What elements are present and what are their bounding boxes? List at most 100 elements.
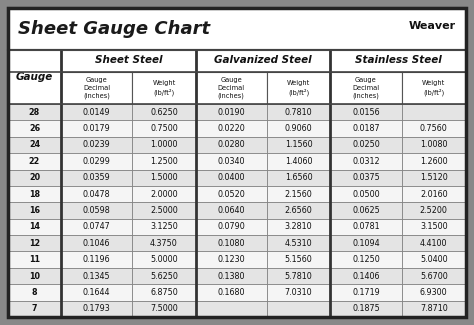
- Text: 0.6250: 0.6250: [150, 108, 178, 117]
- Text: 1.0000: 1.0000: [150, 140, 178, 150]
- Bar: [8, 104, 61, 120]
- Bar: [61, 137, 132, 153]
- Bar: [267, 186, 330, 202]
- Text: 0.1680: 0.1680: [218, 288, 245, 297]
- Bar: [196, 137, 267, 153]
- Bar: [132, 252, 196, 268]
- Text: 0.1875: 0.1875: [352, 304, 380, 313]
- Bar: [61, 170, 132, 186]
- Text: 26: 26: [29, 124, 40, 133]
- Text: 0.1406: 0.1406: [352, 272, 380, 280]
- Bar: [8, 120, 61, 137]
- Bar: [132, 235, 196, 252]
- Text: 1.6560: 1.6560: [285, 173, 312, 182]
- Bar: [61, 301, 132, 317]
- Bar: [8, 301, 61, 317]
- Text: 0.1719: 0.1719: [352, 288, 380, 297]
- Text: 5.6700: 5.6700: [420, 272, 447, 280]
- Text: 1.0080: 1.0080: [420, 140, 447, 150]
- Text: 28: 28: [29, 108, 40, 117]
- Bar: [267, 235, 330, 252]
- Text: 0.1094: 0.1094: [352, 239, 380, 248]
- Text: 7.0310: 7.0310: [285, 288, 312, 297]
- Text: 0.0359: 0.0359: [83, 173, 110, 182]
- Bar: [196, 284, 267, 301]
- Text: 10: 10: [29, 272, 40, 280]
- Text: 7.5000: 7.5000: [150, 304, 178, 313]
- Text: 14: 14: [29, 222, 40, 231]
- Bar: [61, 153, 132, 170]
- Text: 0.0239: 0.0239: [83, 140, 110, 150]
- Text: 0.9060: 0.9060: [285, 124, 312, 133]
- Bar: [8, 268, 61, 284]
- Bar: [132, 153, 196, 170]
- Bar: [196, 186, 267, 202]
- Text: 0.0312: 0.0312: [352, 157, 380, 166]
- Bar: [401, 104, 466, 120]
- Bar: [8, 8, 466, 50]
- Bar: [267, 252, 330, 268]
- Bar: [267, 137, 330, 153]
- Bar: [61, 104, 132, 120]
- Bar: [330, 186, 401, 202]
- Bar: [401, 186, 466, 202]
- Bar: [132, 72, 196, 104]
- Bar: [8, 252, 61, 268]
- Bar: [330, 120, 401, 137]
- Bar: [401, 72, 466, 104]
- Text: 12: 12: [29, 239, 40, 248]
- Text: 7: 7: [32, 304, 37, 313]
- Bar: [401, 235, 466, 252]
- Text: 1.1560: 1.1560: [285, 140, 312, 150]
- Bar: [196, 301, 267, 317]
- Text: 24: 24: [29, 140, 40, 150]
- Bar: [330, 72, 401, 104]
- Bar: [196, 104, 267, 120]
- Bar: [196, 120, 267, 137]
- Text: 0.1644: 0.1644: [83, 288, 110, 297]
- Bar: [330, 219, 401, 235]
- Text: 1.2500: 1.2500: [150, 157, 178, 166]
- Text: 6.9300: 6.9300: [420, 288, 447, 297]
- Bar: [61, 50, 196, 72]
- Text: 0.0781: 0.0781: [352, 222, 380, 231]
- Text: 1.5120: 1.5120: [420, 173, 447, 182]
- Bar: [267, 219, 330, 235]
- Bar: [267, 120, 330, 137]
- Text: Gauge
Decimal
(inches): Gauge Decimal (inches): [218, 77, 245, 99]
- Bar: [401, 120, 466, 137]
- Bar: [8, 284, 61, 301]
- Text: 8: 8: [32, 288, 37, 297]
- Bar: [61, 120, 132, 137]
- Bar: [401, 268, 466, 284]
- Text: 5.0400: 5.0400: [420, 255, 447, 264]
- Text: 1.5000: 1.5000: [150, 173, 178, 182]
- Text: 2.5000: 2.5000: [150, 206, 178, 215]
- Bar: [61, 219, 132, 235]
- Bar: [61, 72, 132, 104]
- Bar: [8, 50, 466, 317]
- Text: 0.1230: 0.1230: [218, 255, 245, 264]
- Text: 0.0375: 0.0375: [352, 173, 380, 182]
- Bar: [330, 153, 401, 170]
- Text: Weight
(lb/ft²): Weight (lb/ft²): [422, 80, 446, 96]
- Bar: [330, 301, 401, 317]
- Text: 0.1250: 0.1250: [352, 255, 380, 264]
- Text: Sheet Steel: Sheet Steel: [94, 55, 162, 65]
- Text: 0.0400: 0.0400: [218, 173, 245, 182]
- Bar: [401, 170, 466, 186]
- Bar: [401, 202, 466, 219]
- Text: 16: 16: [29, 206, 40, 215]
- Text: 2.0160: 2.0160: [420, 189, 447, 199]
- Text: 20: 20: [29, 173, 40, 182]
- Text: Gauge: Gauge: [16, 72, 53, 82]
- Bar: [61, 252, 132, 268]
- Text: 0.0156: 0.0156: [352, 108, 380, 117]
- Bar: [196, 50, 330, 72]
- Text: 7.8710: 7.8710: [420, 304, 447, 313]
- Bar: [401, 219, 466, 235]
- Text: 0.1345: 0.1345: [83, 272, 110, 280]
- Bar: [196, 153, 267, 170]
- Text: 2.0000: 2.0000: [150, 189, 178, 199]
- Text: 0.1080: 0.1080: [218, 239, 245, 248]
